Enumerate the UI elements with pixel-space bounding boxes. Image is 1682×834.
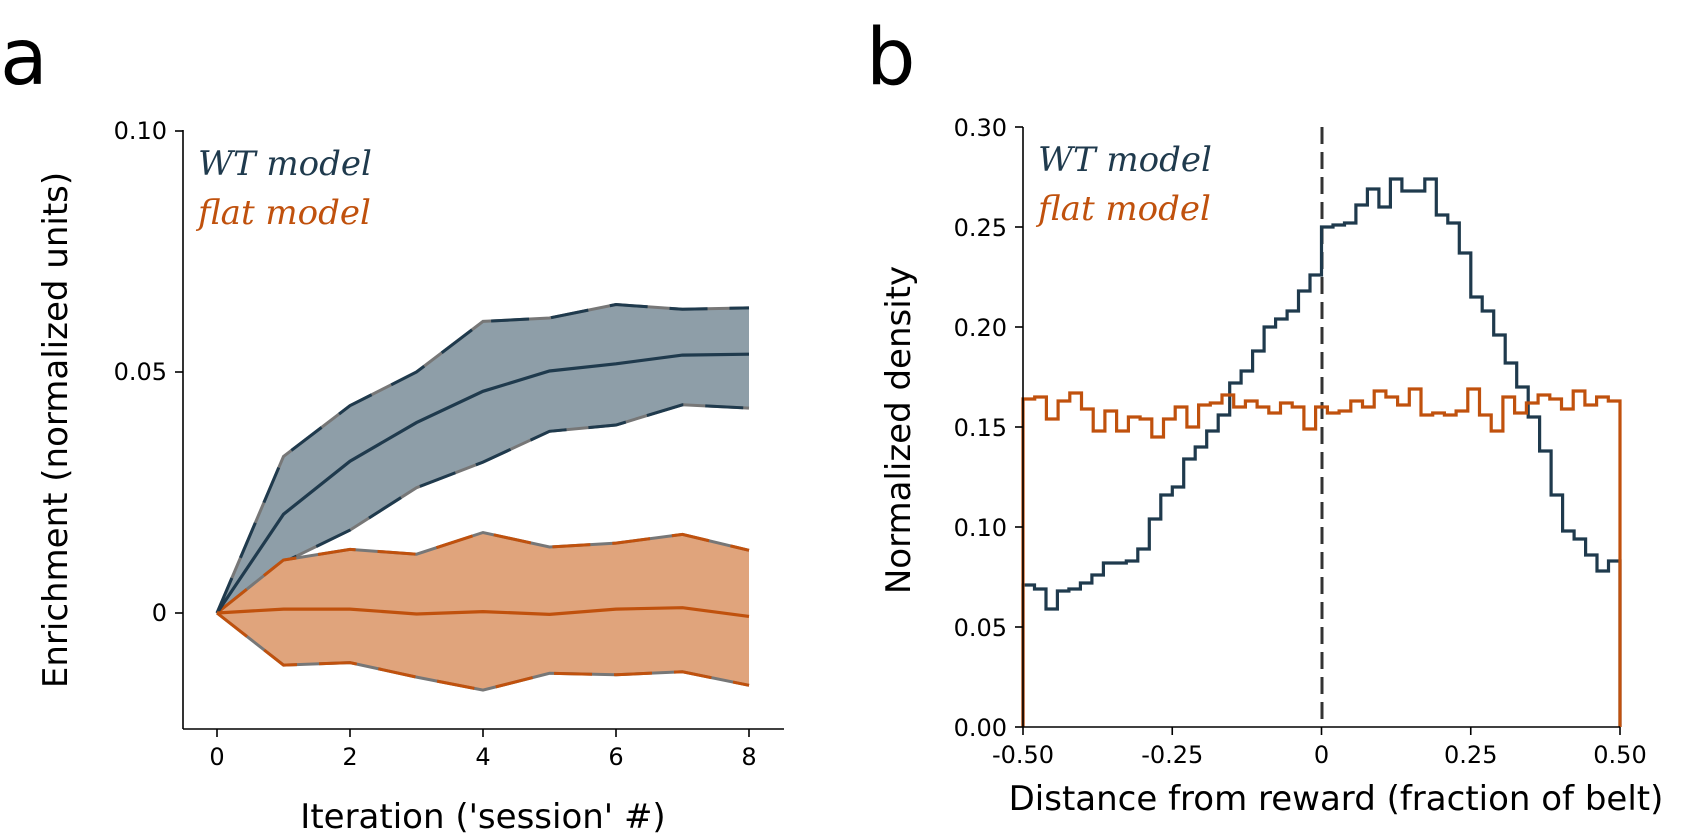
- chart-a-y-tick-label: 0.10: [114, 117, 167, 145]
- chart-b-x-label: Distance from reward (fraction of belt): [1009, 779, 1664, 819]
- chart-b-y-tick-label: 0.25: [954, 214, 1007, 242]
- chart-a-x-label: Iteration ('session' #): [300, 797, 665, 834]
- chart-a-ticks: 0 2 4 6 8 0 0.05 0.10: [114, 117, 757, 771]
- chart-a-y-tick-label: 0: [152, 599, 167, 627]
- chart-a: 0 2 4 6 8 0 0.05 0.10 Iteration ('session' #) E…: [36, 117, 784, 834]
- chart-a-x-tick-label: 0: [209, 743, 224, 771]
- chart-b-y-tick-label: 0.30: [954, 114, 1007, 142]
- chart-b-step-line-1: [1021, 387, 1622, 727]
- chart-b-x-tick-label: 0.25: [1444, 741, 1497, 769]
- panel-label-b: b: [866, 13, 916, 103]
- chart-a-mean-line-1: [216, 606, 750, 618]
- chart-b-legend-flat: flat model: [1035, 189, 1211, 229]
- chart-b-step-line-0: [1021, 177, 1622, 727]
- chart-a-lines: [215, 352, 750, 618]
- chart-a-lower-edge-1: [216, 611, 750, 692]
- chart-b: -0.50 -0.25 0 0.25 0.50 0.00 0.05 0.10 0.15 0.20 0…: [879, 114, 1663, 819]
- chart-a-upper-dash-0: [215, 302, 750, 614]
- chart-a-x-tick-label: 2: [342, 743, 357, 771]
- panel-label-a: a: [0, 13, 48, 103]
- chart-a-upper-edge-1: [216, 530, 750, 615]
- chart-b-y-label: Normalized density: [879, 266, 919, 594]
- chart-b-x-tick-label: 0.50: [1593, 741, 1646, 769]
- chart-b-x-tick-label: -0.50: [992, 741, 1054, 769]
- chart-b-x-tick-label: -0.25: [1141, 741, 1203, 769]
- chart-a-band-0: [217, 304, 749, 613]
- chart-a-bands: [215, 302, 750, 692]
- chart-a-y-tick-label: 0.05: [114, 358, 167, 386]
- chart-b-y-tick-label: 0.15: [954, 414, 1007, 442]
- chart-b-ticks: -0.50 -0.25 0 0.25 0.50 0.00 0.05 0.10 0.15 0.20 0…: [954, 114, 1647, 769]
- chart-b-legend-wt: WT model: [1038, 140, 1212, 180]
- chart-a-x-tick-label: 8: [741, 743, 756, 771]
- chart-b-y-tick-label: 0.05: [954, 614, 1007, 642]
- chart-a-legend-wt: WT model: [198, 144, 372, 184]
- chart-b-lines: [1021, 177, 1622, 727]
- chart-b-y-tick-label: 0.20: [954, 314, 1007, 342]
- chart-a-legend-flat: flat model: [195, 193, 371, 233]
- chart-a-x-tick-label: 4: [475, 743, 490, 771]
- chart-a-y-label: Enrichment (normalized units): [36, 172, 76, 688]
- chart-a-lower-dash-0: [216, 403, 750, 615]
- chart-b-y-tick-label: 0.00: [954, 714, 1007, 742]
- chart-b-y-tick-label: 0.10: [954, 514, 1007, 542]
- chart-b-x-tick-label: 0: [1314, 741, 1329, 769]
- chart-a-x-tick-label: 6: [608, 743, 623, 771]
- chart-a-mean-line-0: [215, 352, 750, 614]
